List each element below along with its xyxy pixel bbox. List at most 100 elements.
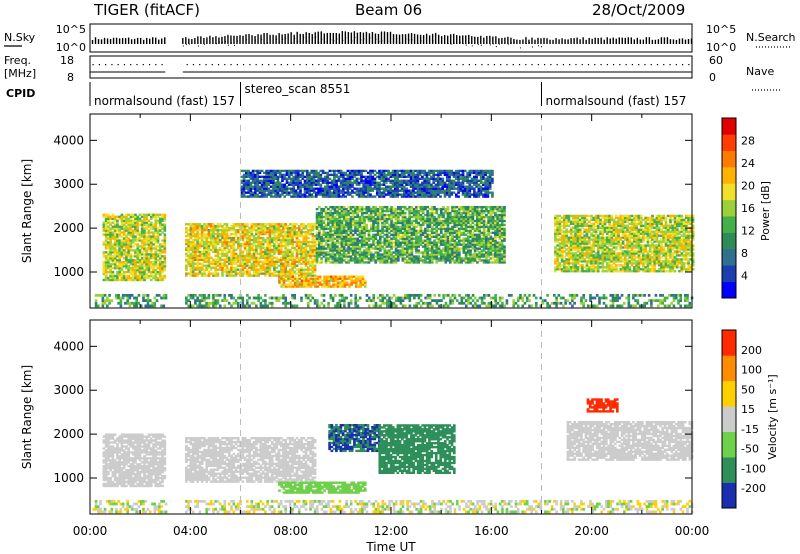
scatter-cell — [138, 219, 142, 222]
scatter-cell — [338, 233, 341, 236]
scatter-cell — [397, 229, 400, 233]
scatter-cell — [143, 261, 146, 264]
scatter-cell — [410, 245, 414, 248]
scatter-cell — [417, 235, 420, 238]
scatter-cell — [191, 262, 195, 265]
scatter-cell — [227, 234, 231, 238]
scatter-cell — [293, 279, 297, 282]
scatter-cell — [270, 238, 274, 242]
scatter-cell — [207, 258, 211, 261]
scatter-cell — [471, 243, 475, 246]
scatter-cell — [372, 215, 375, 219]
scatter-cell — [322, 253, 326, 256]
nsearch-dot — [321, 38, 323, 40]
scatter-cell — [149, 264, 153, 268]
scatter-cell — [189, 262, 193, 265]
scatter-cell — [451, 237, 454, 240]
scatter-cell — [116, 221, 119, 224]
nsearch-dot — [255, 39, 257, 41]
scatter-cell — [252, 225, 256, 228]
scatter-cell — [300, 252, 303, 256]
scatter-cell — [127, 231, 131, 234]
scatter-cell — [444, 231, 448, 235]
scatter-cell — [107, 241, 110, 244]
scatter-cell — [218, 266, 222, 269]
scatter-cell — [252, 262, 256, 265]
scatter-cell — [494, 243, 497, 246]
freq-tick-top: 18 — [60, 54, 74, 67]
scatter-cell — [127, 261, 131, 264]
scatter-cell — [285, 191, 289, 194]
scatter-cell — [320, 233, 323, 236]
scatter-cell — [424, 219, 427, 223]
scatter-cell — [309, 227, 312, 230]
scatter-cell — [498, 241, 502, 244]
scatter-cell — [309, 274, 312, 277]
scatter-cell — [239, 274, 242, 277]
scatter-cell — [134, 276, 137, 280]
scatter-cell — [453, 223, 457, 227]
scatter-cell — [444, 251, 448, 254]
scatter-cell — [329, 253, 332, 256]
scatter-cell — [503, 227, 506, 231]
scatter-cell — [120, 235, 124, 238]
scatter-cell — [147, 259, 151, 262]
scatter-cell — [494, 247, 497, 250]
scatter-cell — [113, 255, 117, 258]
scatter-cell — [336, 207, 339, 211]
scatter-cell — [264, 256, 267, 260]
nave-dot — [337, 64, 339, 66]
scatter-cell — [263, 183, 266, 186]
scatter-cell — [339, 285, 342, 288]
scatter-cell — [143, 245, 146, 248]
scatter-cell — [248, 254, 251, 258]
scatter-cell — [331, 245, 335, 248]
scatter-cell — [439, 229, 443, 233]
scatter-cell — [246, 272, 249, 275]
scatter-cell — [464, 211, 468, 215]
scatter-cell — [338, 215, 341, 219]
scatter-cell — [200, 256, 204, 260]
scatter-cell — [156, 255, 160, 258]
scatter-cell — [263, 185, 266, 188]
scatter-cell — [288, 268, 292, 271]
scatter-cell — [248, 248, 251, 252]
scatter-cell — [245, 179, 248, 182]
scatter-cell — [324, 259, 328, 262]
scatter-cell — [489, 257, 493, 260]
scatter-cell — [347, 233, 351, 236]
scatter-cell — [309, 232, 312, 236]
scatter-cell — [246, 238, 249, 242]
scatter-cell — [207, 274, 211, 277]
scatter-cell — [270, 274, 274, 277]
scatter-cell — [349, 219, 353, 223]
scatter-cell — [439, 211, 443, 215]
scatter-cell — [385, 217, 389, 221]
scatter-cell — [356, 237, 360, 240]
scatter-cell — [392, 227, 396, 231]
scatter-cell — [390, 209, 393, 213]
scatter-cell — [109, 233, 112, 236]
scatter-cell — [268, 223, 272, 226]
scatter-cell — [207, 232, 211, 236]
nave-dot — [111, 64, 113, 66]
scatter-cell — [297, 256, 301, 260]
scatter-cell — [417, 221, 420, 225]
scatter-cell — [223, 254, 227, 258]
scatter-cell — [397, 241, 400, 244]
scatter-cell — [448, 241, 452, 244]
scatter-cell — [306, 272, 310, 275]
scatter-cell — [270, 250, 274, 254]
scatter-cell — [260, 189, 264, 192]
scatter-cell — [367, 205, 371, 209]
scatter-cell — [415, 209, 418, 213]
scatter-cell — [196, 262, 200, 265]
scatter-cell — [433, 235, 436, 238]
scatter-cell — [417, 251, 420, 254]
scatter-cell — [104, 278, 108, 282]
scatter-cell — [304, 256, 308, 260]
scatter-cell — [313, 250, 317, 254]
scatter-cell — [302, 272, 306, 275]
scatter-cell — [267, 189, 271, 192]
scatter-cell — [259, 223, 263, 226]
